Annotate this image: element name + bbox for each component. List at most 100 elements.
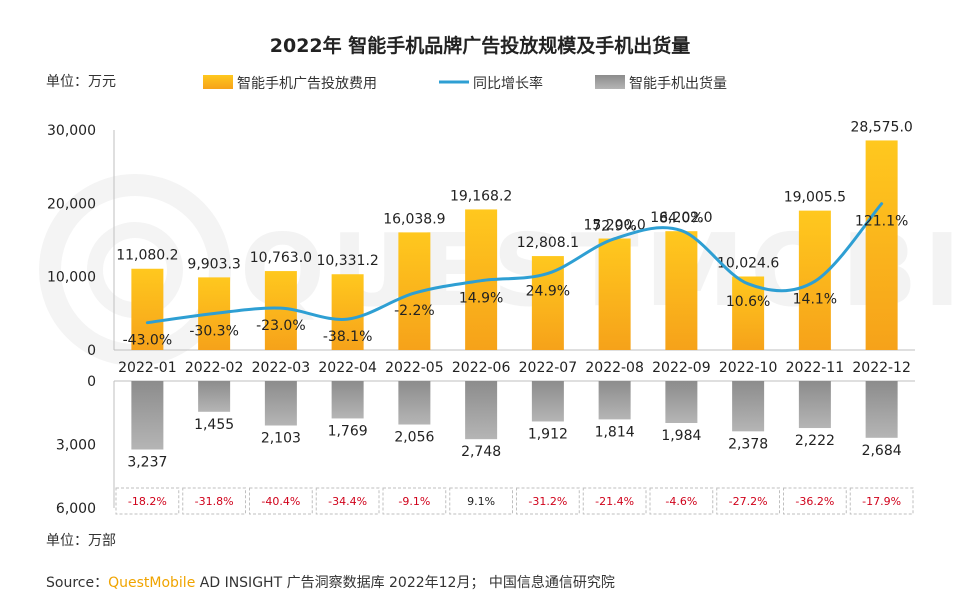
legend-label-shipments: 智能手机出货量 (629, 75, 727, 92)
shipment-label: 1,984 (661, 428, 701, 444)
yoy-cell (716, 487, 780, 515)
chart-title: 2022年 智能手机品牌广告投放规模及手机出货量 (270, 34, 691, 57)
ad-spend-label: 10,331.2 (316, 253, 378, 269)
ad-spend-label: 15,200.0 (583, 218, 645, 234)
yoy-label: -31.2% (528, 495, 567, 508)
growth-label: -43.0% (123, 333, 173, 349)
ad-spend-label: 28,575.0 (850, 119, 912, 135)
shipment-bar (198, 381, 231, 412)
y-tick-bottom: 3,000 (56, 438, 96, 454)
growth-line (145, 202, 884, 325)
x-tick-label: 2022-11 (786, 360, 845, 376)
x-tick-label: 2022-07 (519, 360, 578, 376)
unit-label-top: 单位：万元 (46, 74, 116, 90)
yoy-cell (649, 487, 714, 515)
growth-label: 121.1% (855, 214, 908, 230)
ad-spend-bar (131, 268, 164, 350)
shipment-label: 3,237 (127, 455, 167, 471)
axes: 0 10,000 20,000 30,000 0 3,000 6,000 (47, 123, 915, 517)
ad-spend-label: 9,903.3 (187, 256, 240, 272)
growth-label: 14.1% (793, 291, 837, 307)
yoy-cell (449, 487, 513, 515)
y-tick-top: 20,000 (47, 196, 96, 212)
shipment-bar (798, 381, 831, 429)
ad-spend-bar (598, 238, 631, 350)
ad-spend-label: 10,024.6 (717, 255, 779, 271)
yoy-cell (315, 487, 380, 515)
shipment-bar (732, 381, 765, 432)
shipment-bar (131, 381, 164, 450)
unit-label-bottom: 单位：万部 (46, 533, 116, 549)
x-tick-label: 2022-06 (452, 360, 511, 376)
y-tick-top: 0 (87, 343, 96, 359)
ad-spend-label: 16,202.0 (650, 210, 712, 226)
growth-line-path (145, 202, 884, 325)
shipment-bar (531, 381, 564, 422)
growth-label: -38.1% (323, 329, 373, 345)
ad-spend-label: 11,080.2 (116, 248, 178, 264)
ad-spend-label: 16,038.9 (383, 211, 445, 227)
yoy-label: -21.4% (595, 495, 634, 508)
shipment-label: 2,748 (461, 444, 501, 460)
ad-spend-bars (131, 140, 898, 350)
x-tick-label: 2022-09 (652, 360, 711, 376)
x-tick-label: 2022-01 (118, 360, 177, 376)
shipment-bar (264, 381, 297, 426)
yoy-cell (182, 487, 246, 515)
shipment-bar (331, 381, 364, 419)
source-brand: QuestMobile (108, 575, 195, 591)
source-line: Source：QuestMobile AD INSIGHT 广告洞察数据库 20… (46, 574, 615, 591)
yoy-label: -34.4% (328, 495, 367, 508)
legend: 智能手机广告投放费用 同比增长率 智能手机出货量 (203, 75, 727, 92)
shipment-label: 2,056 (394, 430, 434, 446)
ad-spend-label: 19,168.2 (450, 188, 512, 204)
yoy-cell (783, 487, 847, 515)
source-prefix: Source： (46, 575, 108, 591)
shipment-yoy-row: -18.2% -31.8% -40.4% -34.4% -9.1% 9.1% -31.2% -… (115, 487, 914, 515)
yoy-label: -27.2% (729, 495, 768, 508)
yoy-cell (115, 487, 180, 515)
ad-spend-bar (331, 274, 364, 350)
shipment-bar (665, 381, 698, 423)
yoy-label: -4.6% (665, 495, 697, 508)
growth-label: -23.0% (256, 318, 306, 334)
legend-swatch-ad-spend (203, 75, 233, 89)
x-tick-label: 2022-12 (852, 360, 911, 376)
y-tick-bottom: 0 (87, 374, 96, 390)
yoy-cell (849, 487, 914, 515)
ad-spend-label: 10,763.0 (250, 250, 312, 266)
legend-label-ad-spend: 智能手机广告投放费用 (237, 76, 377, 92)
yoy-cell (382, 487, 447, 515)
growth-label: 72.9% (592, 219, 636, 235)
x-tick-label: 2022-02 (185, 360, 244, 376)
growth-labels: -43.0% -30.3% -23.0% -38.1% -2.2% 14.9% 24.9% 7… (123, 211, 909, 349)
x-tick-label: 2022-08 (585, 360, 644, 376)
shipment-label: 1,455 (194, 417, 234, 433)
yoy-cell (582, 487, 647, 515)
legend-swatch-shipments (595, 75, 625, 89)
watermark-logo (39, 174, 231, 366)
yoy-label: -18.2% (128, 495, 167, 508)
y-tick-top: 30,000 (47, 123, 96, 139)
y-tick-bottom: 6,000 (56, 501, 96, 517)
x-tick-labels: 2022-01 2022-02 2022-03 2022-04 2022-05 2022-… (118, 360, 911, 376)
ad-spend-bar (531, 256, 564, 350)
shipment-bar (398, 381, 431, 425)
shipment-bar (465, 381, 498, 440)
shipment-label: 1,769 (328, 423, 368, 439)
source-rest: AD INSIGHT 广告洞察数据库 2022年12月； 中国信息通信研究院 (195, 574, 615, 591)
growth-label: 84.0% (659, 211, 703, 227)
shipment-label: 2,684 (862, 443, 902, 459)
yoy-label: -40.4% (261, 495, 300, 508)
growth-label: -30.3% (189, 323, 239, 339)
ad-spend-labels: 11,080.2 9,903.3 10,763.0 10,331.2 16,038.9 1… (116, 119, 913, 272)
shipment-bar (598, 381, 631, 420)
ad-spend-label: 12,808.1 (517, 235, 579, 251)
shipment-label: 2,222 (795, 433, 835, 449)
shipment-label: 2,103 (261, 431, 301, 447)
shipment-label: 1,814 (595, 424, 635, 440)
shipment-labels: 3,237 1,455 2,103 1,769 2,056 2,748 1,912 1,814… (127, 417, 901, 471)
ad-spend-bar (865, 140, 898, 350)
